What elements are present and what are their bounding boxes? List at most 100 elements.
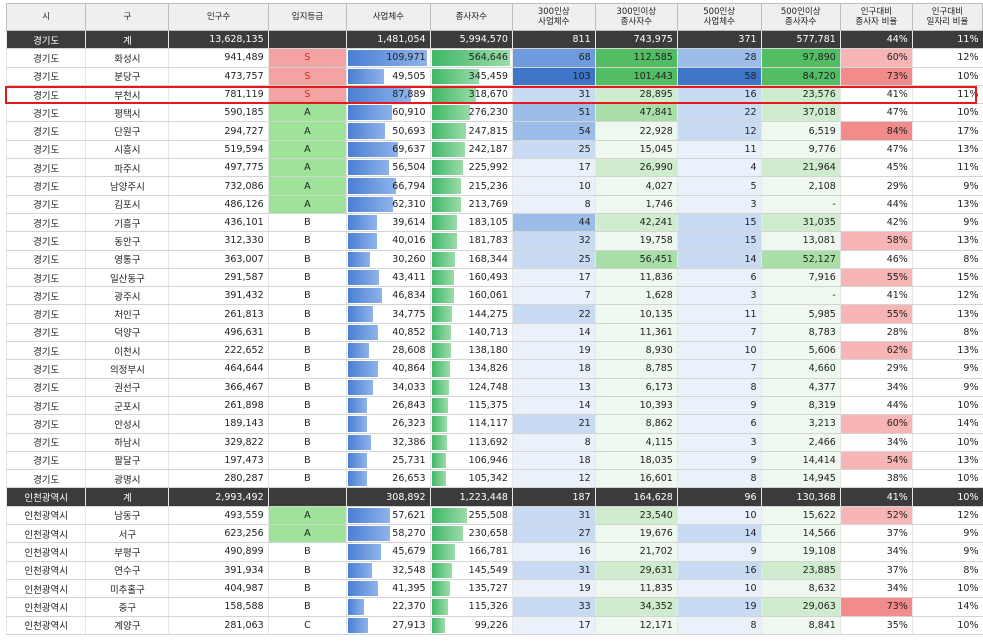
bar-value: 230,658 <box>468 528 508 540</box>
table-cell: 54% <box>839 451 913 471</box>
table-cell: 404,987 <box>168 579 269 599</box>
bar-value: 56,504 <box>392 162 426 174</box>
table-cell: 5,985 <box>760 304 841 324</box>
table-cell: 3 <box>676 433 762 452</box>
data-bar <box>348 269 380 286</box>
table-cell: B <box>267 542 347 562</box>
table-cell: 486,126 <box>168 195 269 214</box>
bar-value: 30,260 <box>392 253 426 265</box>
data-bar <box>431 544 455 560</box>
table-cell: 60,910 <box>346 103 431 123</box>
data-bar <box>348 434 372 450</box>
table-cell: 8,862 <box>594 414 678 434</box>
col-header: 종사자수 <box>429 3 513 31</box>
table-cell: A <box>267 103 347 123</box>
data-bar <box>431 123 466 139</box>
bar-value: 40,852 <box>392 326 426 338</box>
table-cell: 31 <box>511 506 596 526</box>
table-cell: 28,608 <box>346 341 431 361</box>
table-cell: 2,993,492 <box>168 487 269 507</box>
table-cell: 경기도 <box>5 268 86 288</box>
data-bar <box>431 86 476 103</box>
table-cell: 인천광역시 <box>5 506 86 526</box>
table-cell: 114,117 <box>429 414 513 434</box>
table-cell: 34,352 <box>594 597 678 617</box>
data-bar <box>348 141 399 158</box>
table-cell: - <box>760 195 841 214</box>
table-row: 경기도 시흥시 519,594 A 69,637 242,187 25 15,045 11 9,7… <box>5 140 983 160</box>
table-cell: 17 <box>511 268 596 288</box>
table-cell: 권선구 <box>85 378 169 397</box>
table-cell: 3,213 <box>760 414 841 434</box>
table-cell: 42% <box>839 213 913 233</box>
table-cell: 10% <box>911 433 983 452</box>
table-cell: 경기도 <box>5 48 86 68</box>
table-cell: 496,631 <box>168 323 269 343</box>
table-cell: 화성시 <box>85 48 169 68</box>
table-cell: 계 <box>85 30 169 50</box>
table-cell: 21,702 <box>594 542 678 562</box>
table-cell: 9,776 <box>760 140 841 160</box>
data-bar <box>431 160 463 176</box>
data-bar <box>348 196 393 212</box>
table-cell: 6 <box>676 268 762 288</box>
bar-value: 69,637 <box>392 143 426 155</box>
table-cell: 5,606 <box>760 341 841 361</box>
table-cell: 62,310 <box>346 195 431 214</box>
table-cell: 135,727 <box>429 579 513 599</box>
col-header: 인구수 <box>168 3 269 31</box>
table-cell: 32 <box>511 231 596 251</box>
table-cell: 497,775 <box>168 158 269 178</box>
table-cell: 광주시 <box>85 286 169 306</box>
table-cell: 52% <box>839 506 913 526</box>
table-cell: 29% <box>839 176 913 196</box>
table-cell: 12 <box>676 121 762 141</box>
table-cell: 25 <box>511 140 596 160</box>
table-cell: 39,614 <box>346 213 431 233</box>
data-bar <box>348 178 397 194</box>
table-cell: 187 <box>511 487 596 507</box>
table-cell: 11% <box>911 158 983 178</box>
table-cell: 41,395 <box>346 579 431 599</box>
table-row: 경기도 파주시 497,775 A 56,504 225,992 17 26,990 4 21,9… <box>5 158 983 178</box>
table-cell: 29,631 <box>594 561 678 580</box>
table-row: 경기도 의정부시 464,644 B 40,864 134,826 18 8,785 7 4,66… <box>5 359 983 379</box>
table-cell: 87,889 <box>346 85 431 105</box>
table-cell: 56,504 <box>346 158 431 178</box>
table-cell: 8,930 <box>594 341 678 361</box>
table-cell: 103 <box>511 67 596 86</box>
table-cell: 경기도 <box>5 378 86 397</box>
table-cell: 5,994,570 <box>429 30 513 50</box>
table-cell: 490,899 <box>168 542 269 562</box>
table-cell: 11 <box>676 304 762 324</box>
table-row: 경기도 계 13,628,135 1,481,054 5,994,570 811 743,9… <box>5 30 983 50</box>
col-header: 300인상 사업체수 <box>511 3 596 31</box>
table-row: 인천광역시 미추홀구 404,987 B 41,395 135,727 19 11,835 10… <box>5 579 983 599</box>
table-cell: 60% <box>839 414 913 434</box>
table-cell: 시흥시 <box>85 140 169 160</box>
table-cell: B <box>267 378 347 397</box>
table-cell: 28,895 <box>594 85 678 105</box>
table-cell: 2,466 <box>760 433 841 452</box>
table-cell: A <box>267 195 347 214</box>
table-cell: 577,781 <box>760 30 841 50</box>
data-bar <box>431 324 452 341</box>
table-cell: 17 <box>511 616 596 635</box>
data-bar <box>348 397 368 414</box>
table-row: 인천광역시 부평구 490,899 B 45,679 166,781 16 21,702 9 19… <box>5 542 983 562</box>
table-cell: 34,775 <box>346 304 431 324</box>
bar-value: 134,826 <box>468 363 508 375</box>
table-cell: A <box>267 176 347 196</box>
col-header: 500인상 사업체수 <box>676 3 762 31</box>
table-cell: 115,375 <box>429 396 513 416</box>
table-cell: 10% <box>911 579 983 599</box>
table-row: 경기도 군포시 261,898 B 26,843 115,375 14 10,393 9 8,31… <box>5 396 983 416</box>
bar-value: 32,386 <box>392 436 426 448</box>
table-cell: 7,916 <box>760 268 841 288</box>
table-cell: 44% <box>839 195 913 214</box>
table-cell: 14,945 <box>760 469 841 489</box>
table-cell: 294,727 <box>168 121 269 141</box>
bar-value: 113,692 <box>468 436 508 448</box>
table-cell: 743,975 <box>594 30 678 50</box>
data-bar <box>348 361 378 377</box>
